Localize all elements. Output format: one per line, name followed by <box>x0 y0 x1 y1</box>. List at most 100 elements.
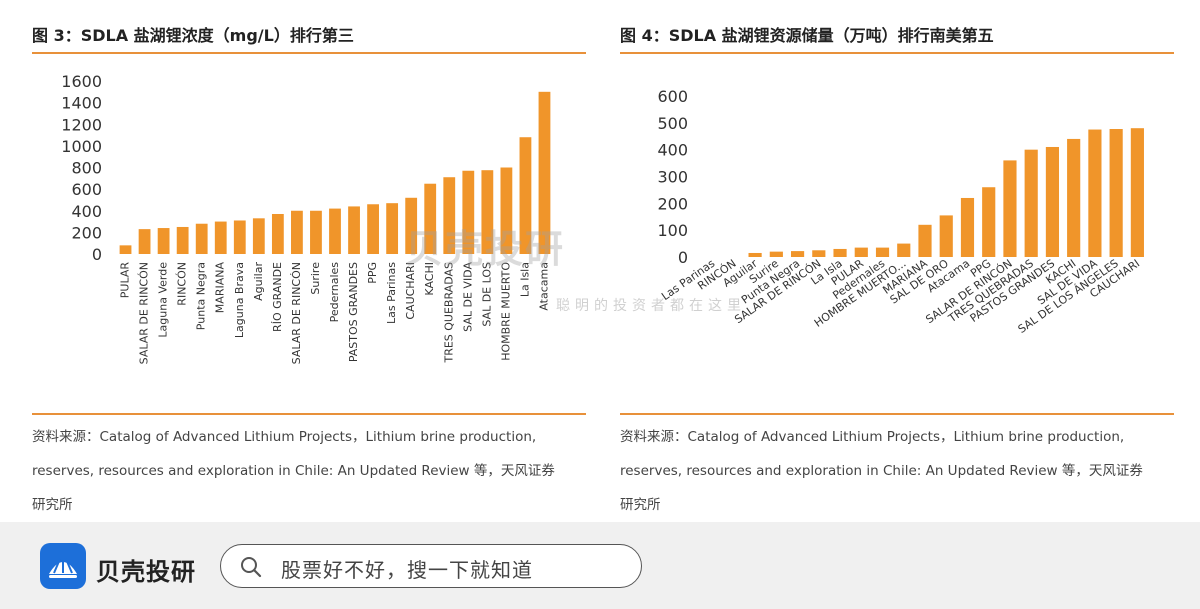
x-tick-label: PULAR <box>119 262 132 299</box>
source-line: 资料来源：Catalog of Advanced Lithium Project… <box>32 429 537 445</box>
y-tick-label: 1600 <box>61 72 102 91</box>
x-tick-label: CAUCHARI <box>404 262 417 320</box>
bar <box>329 208 341 254</box>
chart-title: 图 4：SDLA 盐湖锂资源储量（万吨）排行南美第五 <box>620 26 994 45</box>
bar <box>176 226 189 254</box>
bar <box>790 251 805 257</box>
y-tick-label: 1000 <box>61 137 102 156</box>
y-tick-label: 400 <box>71 202 102 221</box>
chart-panel-lithium-concentration: 图 3：SDLA 盐湖锂浓度（mg/L）排行第三 0 200 400 600 800 10… <box>32 0 586 522</box>
x-tick-label: HOMBRE MUERTO <box>499 262 512 361</box>
bar <box>443 177 456 254</box>
bar <box>462 170 475 254</box>
x-tick-label: Atacama <box>537 262 550 311</box>
x-tick-label: Pedernales <box>328 262 341 323</box>
bar <box>367 204 379 254</box>
search-placeholder: 股票好不好，搜一下就知道 <box>281 558 533 582</box>
y-tick-label: 1400 <box>61 94 102 113</box>
x-tick-label: SAL DE VIDA <box>461 262 474 332</box>
x-tick-label: Las Parinas <box>385 262 398 324</box>
bar <box>214 221 227 254</box>
bar <box>138 229 151 254</box>
x-tick-label: MARIANA <box>214 262 227 314</box>
y-tick-label: 600 <box>71 180 102 199</box>
chart-panel-lithium-reserves: 图 4：SDLA 盐湖锂资源储量（万吨）排行南美第五 0 100 200 300 400… <box>620 0 1174 522</box>
x-tick-label: RÍO GRANDE <box>271 262 284 332</box>
y-tick-label: 200 <box>657 194 688 213</box>
y-tick-label: 800 <box>71 159 102 178</box>
source-divider <box>620 413 1174 415</box>
bar <box>982 187 996 257</box>
chart-title: 图 3：SDLA 盐湖锂浓度（mg/L）排行第三 <box>32 26 354 45</box>
x-tick-label: Aguilar <box>252 262 265 301</box>
watermark: 贝壳投研 <box>405 227 566 271</box>
search-icon <box>241 557 262 578</box>
bar <box>519 137 532 254</box>
y-tick-label: 0 <box>92 245 102 264</box>
app-logo[interactable] <box>40 543 86 589</box>
source-note: 资料来源：Catalog of Advanced Lithium Project… <box>620 420 1174 522</box>
bar <box>481 170 494 254</box>
bar <box>291 210 303 254</box>
bar <box>960 197 975 257</box>
bar <box>1024 149 1038 257</box>
bar <box>1045 146 1060 257</box>
x-tick-label: SALAR DE RINCÓN <box>138 262 151 364</box>
x-tick-label: PASTOS GRANDES <box>347 262 360 362</box>
bar <box>424 183 437 254</box>
x-tick-label: Laguna Verde <box>157 262 170 338</box>
y-tick-label: 200 <box>71 223 102 242</box>
y-tick-label: 1200 <box>61 115 102 134</box>
x-tick-label: PPG <box>366 262 379 284</box>
y-tick-label: 0 <box>678 248 688 267</box>
bar <box>812 250 826 257</box>
y-tick-label: 500 <box>657 114 688 133</box>
brand-name: 贝壳投研 <box>96 558 196 586</box>
title-divider <box>32 52 586 54</box>
bar <box>769 251 783 257</box>
bar <box>1130 128 1144 257</box>
x-tick-label: La Isla <box>518 262 531 297</box>
search-box[interactable]: 股票好不好，搜一下就知道 <box>220 544 642 588</box>
source-line: reserves, resources and exploration in C… <box>32 463 555 479</box>
y-tick-label: 300 <box>657 168 688 187</box>
footer-bar: 贝壳投研 股票好不好，搜一下就知道 <box>0 522 1200 609</box>
source-note: 资料来源：Catalog of Advanced Lithium Project… <box>32 420 586 522</box>
bar <box>405 197 418 254</box>
bar-chart-concentration: 0 200 400 600 800 1000 1200 1400 1600 PULAR SALAR … <box>61 72 551 364</box>
bar <box>233 220 246 254</box>
shell-logo-icon <box>49 556 77 578</box>
bar <box>1088 129 1102 257</box>
bar <box>875 247 890 257</box>
bar <box>918 224 932 257</box>
x-tick-label: TRES QUEBRADAS <box>442 262 455 364</box>
bar <box>939 215 953 257</box>
bar <box>195 223 208 254</box>
x-tick-label: SALAR DE RINCÓN <box>290 262 303 364</box>
bar <box>897 243 911 257</box>
bar <box>748 252 762 257</box>
title-divider <box>620 52 1174 54</box>
bar <box>157 228 170 254</box>
x-tick-label: RINCÓN <box>176 262 189 306</box>
bar <box>500 167 513 254</box>
bar <box>1109 129 1123 257</box>
bar <box>538 91 551 254</box>
y-tick-label: 400 <box>657 141 688 160</box>
bar <box>386 203 399 254</box>
x-tick-label: KACHI <box>423 262 436 296</box>
source-line: reserves, resources and exploration in C… <box>620 463 1143 479</box>
x-tick-label: Surire <box>309 262 322 295</box>
bar <box>833 248 847 257</box>
bar <box>854 247 868 257</box>
source-line: 研究所 <box>620 497 661 513</box>
bar <box>119 245 132 254</box>
source-line: 资料来源：Catalog of Advanced Lithium Project… <box>620 429 1125 445</box>
bar <box>271 213 284 254</box>
source-line: 研究所 <box>32 497 73 513</box>
x-tick-label: SAL DE LOS <box>480 262 493 327</box>
watermark-tagline: 聪明的投资者都在这里 <box>556 298 746 314</box>
bar <box>310 210 322 254</box>
source-divider <box>32 413 586 415</box>
